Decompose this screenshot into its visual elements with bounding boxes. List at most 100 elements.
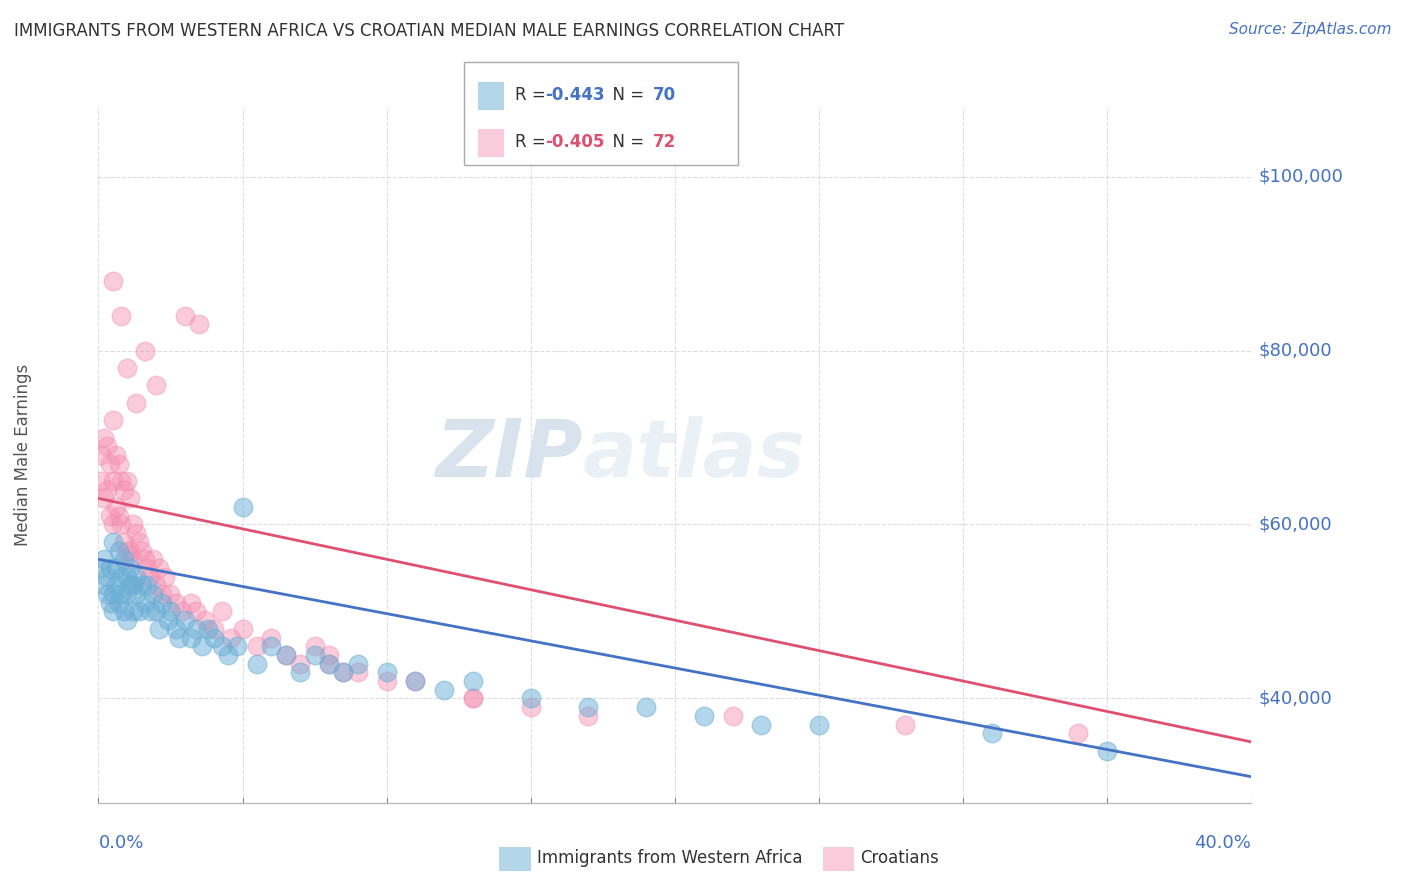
Point [578,700,600,714]
Point [217,648,239,662]
Point [128,535,150,549]
Point [122,605,145,619]
Point [186,605,208,619]
Point [461,674,484,689]
Point [120,561,142,575]
Point [101,474,124,488]
Point [139,605,162,619]
Point [578,708,600,723]
Point [211,639,233,653]
Point [260,639,283,653]
Point [332,665,354,680]
Point [112,535,135,549]
Text: 72: 72 [652,134,676,152]
Text: 70: 70 [652,87,675,104]
Point [202,631,225,645]
Point [90,561,112,575]
Point [110,309,132,323]
Point [134,552,156,566]
Point [125,396,148,410]
Point [405,674,427,689]
Point [104,448,127,462]
Point [120,578,142,592]
Point [101,274,124,288]
Point [117,474,138,488]
Point [807,717,830,731]
Point [112,483,135,497]
Point [159,605,181,619]
Point [110,517,132,532]
Point [101,517,124,532]
Point [304,648,326,662]
Point [318,648,340,662]
Point [93,578,115,592]
Point [219,631,242,645]
Point [125,570,148,584]
Point [981,726,1004,740]
Text: atlas: atlas [582,416,806,494]
Point [461,691,484,706]
Point [110,570,132,584]
Text: $100,000: $100,000 [1258,168,1343,186]
Point [260,631,283,645]
Point [90,448,112,462]
Point [107,508,129,523]
Point [246,639,269,653]
Point [180,631,202,645]
Point [117,543,138,558]
Point [180,596,202,610]
Point [96,483,118,497]
Point [131,543,153,558]
Point [346,665,368,680]
Text: R =: R = [515,134,551,152]
Text: ZIP: ZIP [436,416,582,494]
Text: N =: N = [602,134,650,152]
Point [148,622,170,636]
Text: IMMIGRANTS FROM WESTERN AFRICA VS CROATIAN MEDIAN MALE EARNINGS CORRELATION CHAR: IMMIGRANTS FROM WESTERN AFRICA VS CROATI… [14,22,844,40]
Point [101,587,124,601]
Point [98,561,121,575]
Point [142,552,165,566]
Point [98,596,121,610]
Point [112,605,135,619]
Point [375,674,398,689]
Point [107,457,129,471]
Point [225,639,247,653]
Point [191,639,214,653]
Point [122,552,145,566]
Point [110,587,132,601]
Point [136,578,159,592]
Point [98,457,121,471]
Point [167,631,190,645]
Point [721,708,744,723]
Text: R =: R = [515,87,551,104]
Point [165,596,187,610]
Point [153,570,176,584]
Text: -0.443: -0.443 [546,87,605,104]
Point [148,561,170,575]
Text: Immigrants from Western Africa: Immigrants from Western Africa [537,849,803,867]
Point [375,665,398,680]
Point [202,622,225,636]
Point [520,700,543,714]
Point [433,682,456,697]
Point [1097,744,1119,758]
Point [290,665,312,680]
Text: $40,000: $40,000 [1258,690,1331,707]
Point [122,517,145,532]
Point [120,491,142,506]
Point [117,361,138,376]
Point [290,657,312,671]
Text: $60,000: $60,000 [1258,516,1331,533]
Point [150,587,173,601]
Point [93,552,115,566]
Point [131,578,153,592]
Point [117,570,138,584]
Point [156,613,179,627]
Point [274,648,297,662]
Point [90,474,112,488]
Point [231,622,254,636]
Point [165,622,187,636]
Point [145,605,167,619]
Point [107,543,129,558]
